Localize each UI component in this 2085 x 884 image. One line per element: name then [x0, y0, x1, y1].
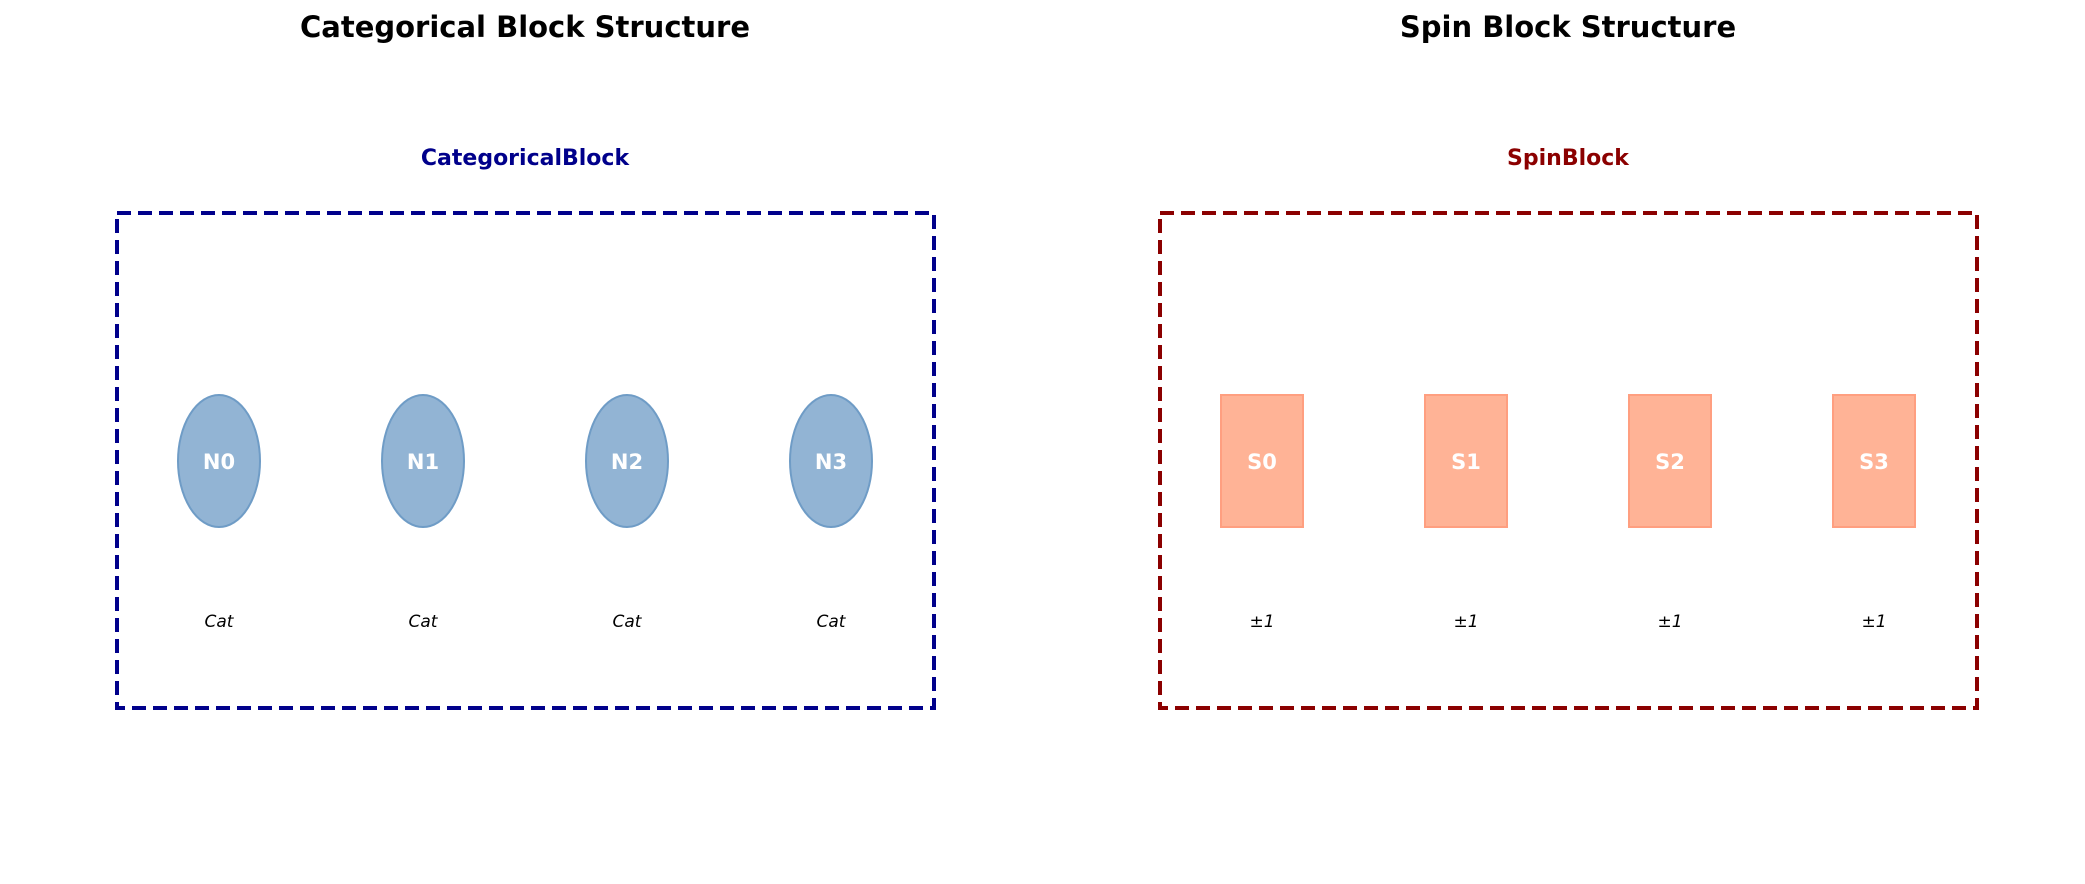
block-label: SpinBlock: [1507, 146, 1630, 171]
block-boundary: [1158, 211, 1979, 710]
node-n3: N3 Cat: [789, 394, 873, 632]
node-type-label: ±1: [1657, 612, 1682, 632]
node-s3: S3 ±1: [1832, 394, 1916, 632]
node-ellipse: [177, 394, 261, 528]
node-label: N0: [203, 450, 235, 474]
node-s0: S0 ±1: [1220, 394, 1304, 632]
block-boundary: [115, 211, 936, 710]
node-label: S1: [1451, 450, 1481, 474]
node-ellipse: [585, 394, 669, 528]
node-type-label: Cat: [409, 612, 439, 632]
panel-1: Spin Block Structure SpinBlock S0 ±1 S1 ±1 S2 ±…: [1158, 10, 1979, 710]
node-ellipse: [789, 394, 873, 528]
node-ellipse: [381, 394, 465, 528]
node-label: S0: [1247, 450, 1277, 474]
node-n0: N0 Cat: [177, 394, 261, 632]
node-label: S2: [1655, 450, 1685, 474]
node-rect: [1424, 394, 1508, 528]
node-type-label: ±1: [1249, 612, 1274, 632]
node-s2: S2 ±1: [1628, 394, 1712, 632]
node-n2: N2 Cat: [585, 394, 669, 632]
node-label: N2: [611, 450, 643, 474]
node-type-label: Cat: [205, 612, 235, 632]
node-type-label: ±1: [1861, 612, 1886, 632]
panel-title: Categorical Block Structure: [300, 10, 750, 44]
panel-0: Categorical Block Structure CategoricalBl…: [115, 10, 936, 710]
node-label: N3: [815, 450, 847, 474]
node-rect: [1628, 394, 1712, 528]
block-label: CategoricalBlock: [421, 146, 631, 171]
panel-title: Spin Block Structure: [1400, 10, 1736, 44]
node-type-label: Cat: [817, 612, 847, 632]
node-s1: S1 ±1: [1424, 394, 1508, 632]
node-label: S3: [1859, 450, 1889, 474]
node-rect: [1220, 394, 1304, 528]
node-n1: N1 Cat: [381, 394, 465, 632]
node-type-label: Cat: [613, 612, 643, 632]
node-rect: [1832, 394, 1916, 528]
node-label: N1: [407, 450, 439, 474]
node-type-label: ±1: [1453, 612, 1478, 632]
